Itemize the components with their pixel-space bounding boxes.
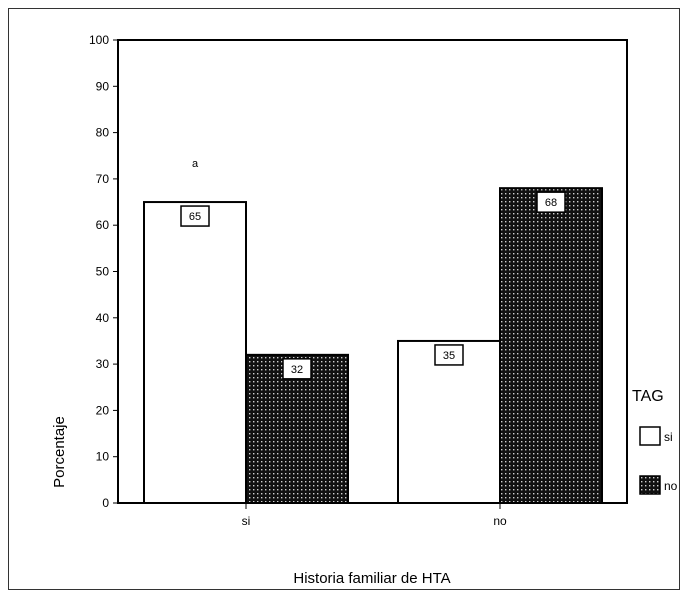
x-tick-label: si: [242, 514, 251, 528]
data-label: 35: [443, 350, 455, 362]
data-label: 68: [545, 197, 557, 209]
legend-swatch-no: [639, 475, 661, 495]
data-label: 32: [291, 364, 303, 376]
data-label-box: [282, 358, 312, 380]
y-tick-label: 0: [102, 496, 109, 510]
x-axis-title: Historia familiar de HTA: [293, 570, 450, 587]
y-tick-label: 50: [96, 265, 110, 279]
legend: TAG si no: [632, 388, 678, 495]
data-label-box: [536, 191, 566, 213]
y-tick-label: 70: [96, 172, 110, 186]
data-labels: 65 32 35 68: [180, 191, 566, 380]
y-tick-label: 30: [96, 357, 110, 371]
y-tick-label: 20: [96, 403, 110, 417]
data-label-box: [434, 344, 464, 366]
legend-swatch-si: [639, 426, 661, 446]
y-axis-ticks: 0 10 20 30 40 50 60 70 80 90 100: [89, 33, 118, 510]
data-label: 65: [189, 211, 201, 223]
y-tick-label: 80: [96, 126, 110, 140]
legend-title: TAG: [632, 388, 664, 405]
x-tick-label: no: [493, 514, 507, 528]
bar-no-no: [499, 187, 603, 504]
y-tick-label: 10: [96, 450, 110, 464]
legend-label-no: no: [664, 479, 678, 493]
legend-label-si: si: [664, 430, 673, 444]
y-tick-label: 100: [89, 33, 109, 47]
x-axis-categories: si no: [242, 503, 507, 528]
y-tick-label: 60: [96, 218, 110, 232]
bars: [143, 187, 603, 505]
y-tick-label: 90: [96, 79, 110, 93]
bar-si-si: [143, 201, 247, 505]
annotation-a: a: [192, 158, 199, 170]
data-label-box: [180, 205, 210, 227]
y-axis-title: Porcentaje: [51, 416, 68, 488]
y-tick-label: 40: [96, 311, 110, 325]
